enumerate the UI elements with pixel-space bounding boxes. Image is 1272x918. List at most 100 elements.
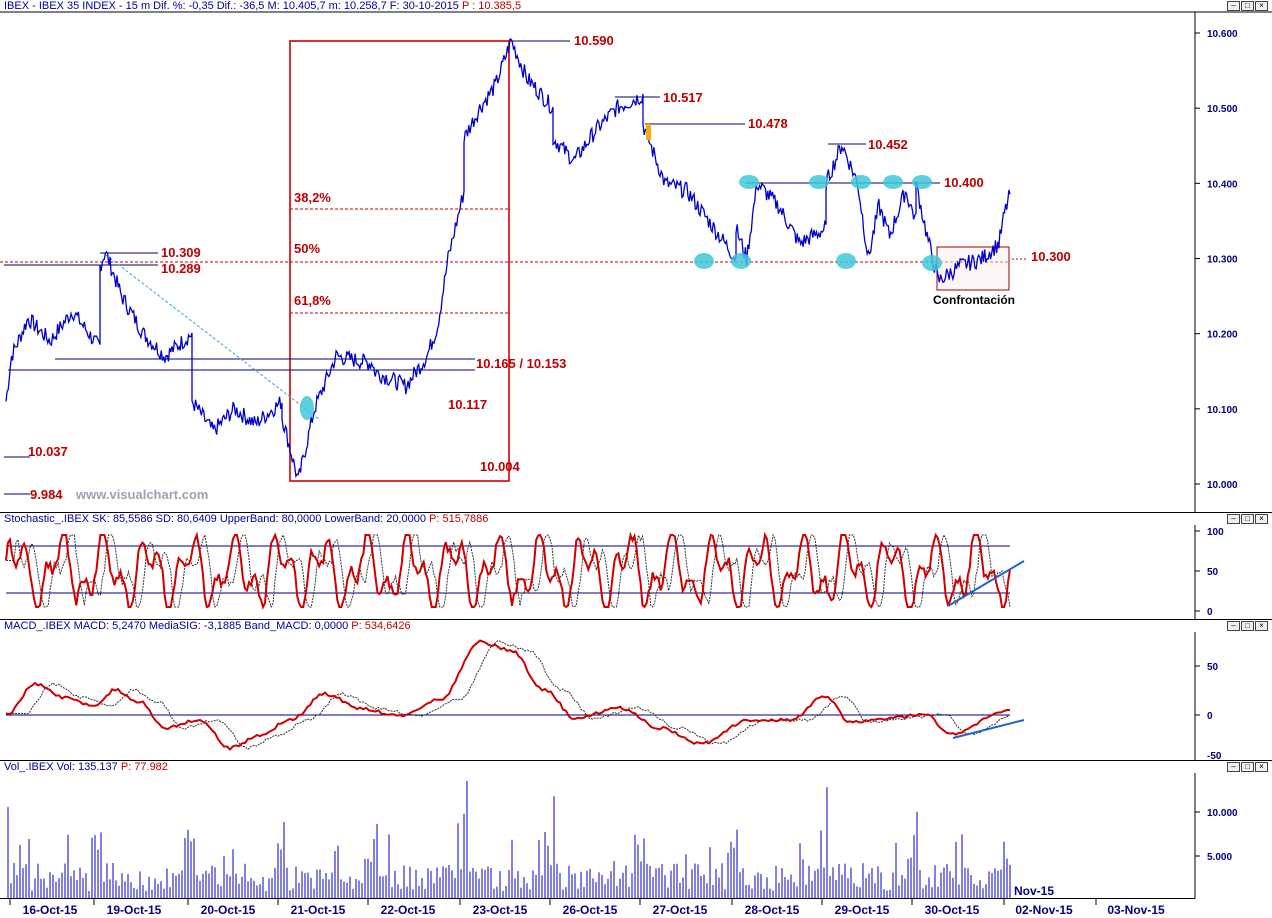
- label-10165: 10.165 / 10.153: [476, 356, 566, 371]
- price-ytick: 10.200: [1207, 330, 1238, 341]
- label-10590: 10.590: [574, 33, 614, 48]
- vol-ytick: 5.000: [1207, 852, 1232, 863]
- watermark: www.visualchart.com: [75, 487, 208, 502]
- restore-icon[interactable]: □: [1241, 621, 1254, 631]
- price-window-buttons: – □ ×: [1227, 1, 1268, 11]
- label-10289: 10.289: [161, 261, 201, 276]
- trendline-down: [105, 254, 321, 421]
- range-box: [289, 40, 510, 482]
- cyan-marker-9: [883, 175, 903, 189]
- close-icon[interactable]: ×: [1255, 762, 1268, 772]
- minimize-icon[interactable]: –: [1227, 621, 1240, 631]
- date-tick: 16-Oct-15: [23, 903, 78, 917]
- macd-chart[interactable]: 50 0 -50: [0, 620, 1272, 761]
- stoch-ytick: 0: [1207, 607, 1213, 618]
- cyan-marker-6: [739, 175, 759, 189]
- label-10004: 10.004: [480, 459, 521, 474]
- date-tick: 30-Oct-15: [925, 903, 980, 917]
- stoch-header-p: P: 515,7886: [429, 513, 489, 525]
- stoch-window-buttons: – □ ×: [1227, 514, 1268, 524]
- volume-panel[interactable]: Vol_.IBEX Vol: 135.137 P: 77.982 – □ × 1…: [0, 760, 1272, 899]
- price-ytick: 10.600: [1207, 29, 1238, 40]
- marker-yellow: [646, 124, 651, 140]
- price-panel[interactable]: IBEX - IBEX 35 INDEX - 15 m Dif. %: -0,3…: [0, 0, 1272, 512]
- date-tick: 02-Nov-15: [1015, 903, 1073, 917]
- price-ytick: 10.500: [1207, 104, 1238, 115]
- macd-header: MACD_.IBEX MACD: 5,2470 MediaSIG: -3,188…: [4, 620, 411, 632]
- stoch-sd-series: [6, 533, 1011, 609]
- cyan-marker-1: [300, 396, 314, 420]
- macd-header-p: P: 534,6426: [351, 620, 411, 632]
- stochastic-panel[interactable]: Stochastic_.IBEX SK: 85,5586 SD: 80,6409…: [0, 512, 1272, 620]
- cyan-marker-4: [836, 253, 856, 269]
- cyan-marker-2: [694, 253, 714, 269]
- close-icon[interactable]: ×: [1255, 1, 1268, 11]
- price-ytick: 10.400: [1207, 179, 1238, 190]
- stoch-sk-series: [5, 531, 1011, 610]
- label-fib-618: 61,8%: [294, 293, 331, 308]
- date-tick: 26-Oct-15: [563, 903, 618, 917]
- macd-header-name: MACD_.IBEX MACD: 5,2470 MediaSIG: -3,188…: [4, 620, 349, 632]
- nov-label: Nov-15: [1014, 884, 1054, 898]
- date-tick: 22-Oct-15: [381, 903, 436, 917]
- date-tick: 28-Oct-15: [745, 903, 800, 917]
- label-10117: 10.117: [448, 397, 487, 412]
- date-tick: 19-Oct-15: [107, 903, 162, 917]
- cyan-marker-10: [912, 175, 932, 189]
- date-tick: 29-Oct-15: [835, 903, 890, 917]
- macd-ytick: -50: [1207, 751, 1222, 761]
- cyan-marker-8: [851, 175, 871, 189]
- stoch-ytick: 100: [1207, 527, 1224, 538]
- macd-signal-series: [6, 639, 1011, 751]
- cyan-marker-7: [809, 175, 829, 189]
- vol-header-p: P: 77.982: [120, 761, 168, 773]
- label-10452: 10.452: [868, 137, 908, 152]
- label-fib-382: 38,2%: [294, 190, 331, 205]
- date-tick: 27-Oct-15: [653, 903, 708, 917]
- confrontation-box: [936, 246, 1010, 291]
- price-chart[interactable]: 10.600 10.500 10.400 10.300 10.200 10.100 10.0…: [0, 0, 1272, 512]
- close-icon[interactable]: ×: [1255, 621, 1268, 631]
- restore-icon[interactable]: □: [1241, 1, 1254, 11]
- stochastic-chart[interactable]: 100 50 0: [0, 513, 1272, 620]
- minimize-icon[interactable]: –: [1227, 514, 1240, 524]
- label-10300: 10.300: [1031, 249, 1071, 264]
- label-9984: 9.984: [30, 487, 63, 502]
- macd-ytick: 50: [1207, 662, 1219, 673]
- stoch-ytick: 50: [1207, 567, 1219, 578]
- restore-icon[interactable]: □: [1241, 762, 1254, 772]
- price-header: IBEX - IBEX 35 INDEX - 15 m Dif. %: -0,3…: [4, 0, 521, 12]
- macd-series: [5, 639, 1011, 751]
- price-ytick: 10.000: [1207, 480, 1238, 491]
- label-10400: 10.400: [944, 175, 984, 190]
- label-10478: 10.478: [748, 116, 788, 131]
- close-icon[interactable]: ×: [1255, 514, 1268, 524]
- cyan-marker-3: [731, 253, 751, 269]
- cyan-markers: [300, 175, 942, 420]
- date-tick: 21-Oct-15: [291, 903, 346, 917]
- label-10037: 10.037: [28, 444, 68, 459]
- stoch-trendline: [947, 560, 1025, 607]
- minimize-icon[interactable]: –: [1227, 1, 1240, 11]
- vol-header-name: Vol_.IBEX Vol: 135.137: [4, 761, 118, 773]
- label-confrontacion: Confrontación: [933, 293, 1015, 307]
- label-10517: 10.517: [663, 90, 703, 105]
- price-series: [5, 38, 1011, 479]
- price-header-name: IBEX - IBEX 35 INDEX - 15 m Dif. %: -0,3…: [4, 0, 459, 12]
- volume-bars: [7, 780, 1011, 899]
- price-header-p: P : 10.385,5: [461, 0, 522, 12]
- date-tick: 23-Oct-15: [473, 903, 528, 917]
- price-ytick: 10.300: [1207, 255, 1238, 266]
- vol-ytick: 10.000: [1207, 808, 1238, 819]
- volume-chart[interactable]: 10.000 5.000 Nov-15: [0, 761, 1272, 899]
- cyan-marker-5: [922, 255, 942, 271]
- vol-header: Vol_.IBEX Vol: 135.137 P: 77.982: [4, 761, 168, 773]
- macd-ytick: 0: [1207, 711, 1213, 722]
- macd-panel[interactable]: MACD_.IBEX MACD: 5,2470 MediaSIG: -3,188…: [0, 619, 1272, 761]
- macd-window-buttons: – □ ×: [1227, 621, 1268, 631]
- label-fib-50: 50%: [294, 241, 320, 256]
- vol-window-buttons: – □ ×: [1227, 762, 1268, 772]
- minimize-icon[interactable]: –: [1227, 762, 1240, 772]
- restore-icon[interactable]: □: [1241, 514, 1254, 524]
